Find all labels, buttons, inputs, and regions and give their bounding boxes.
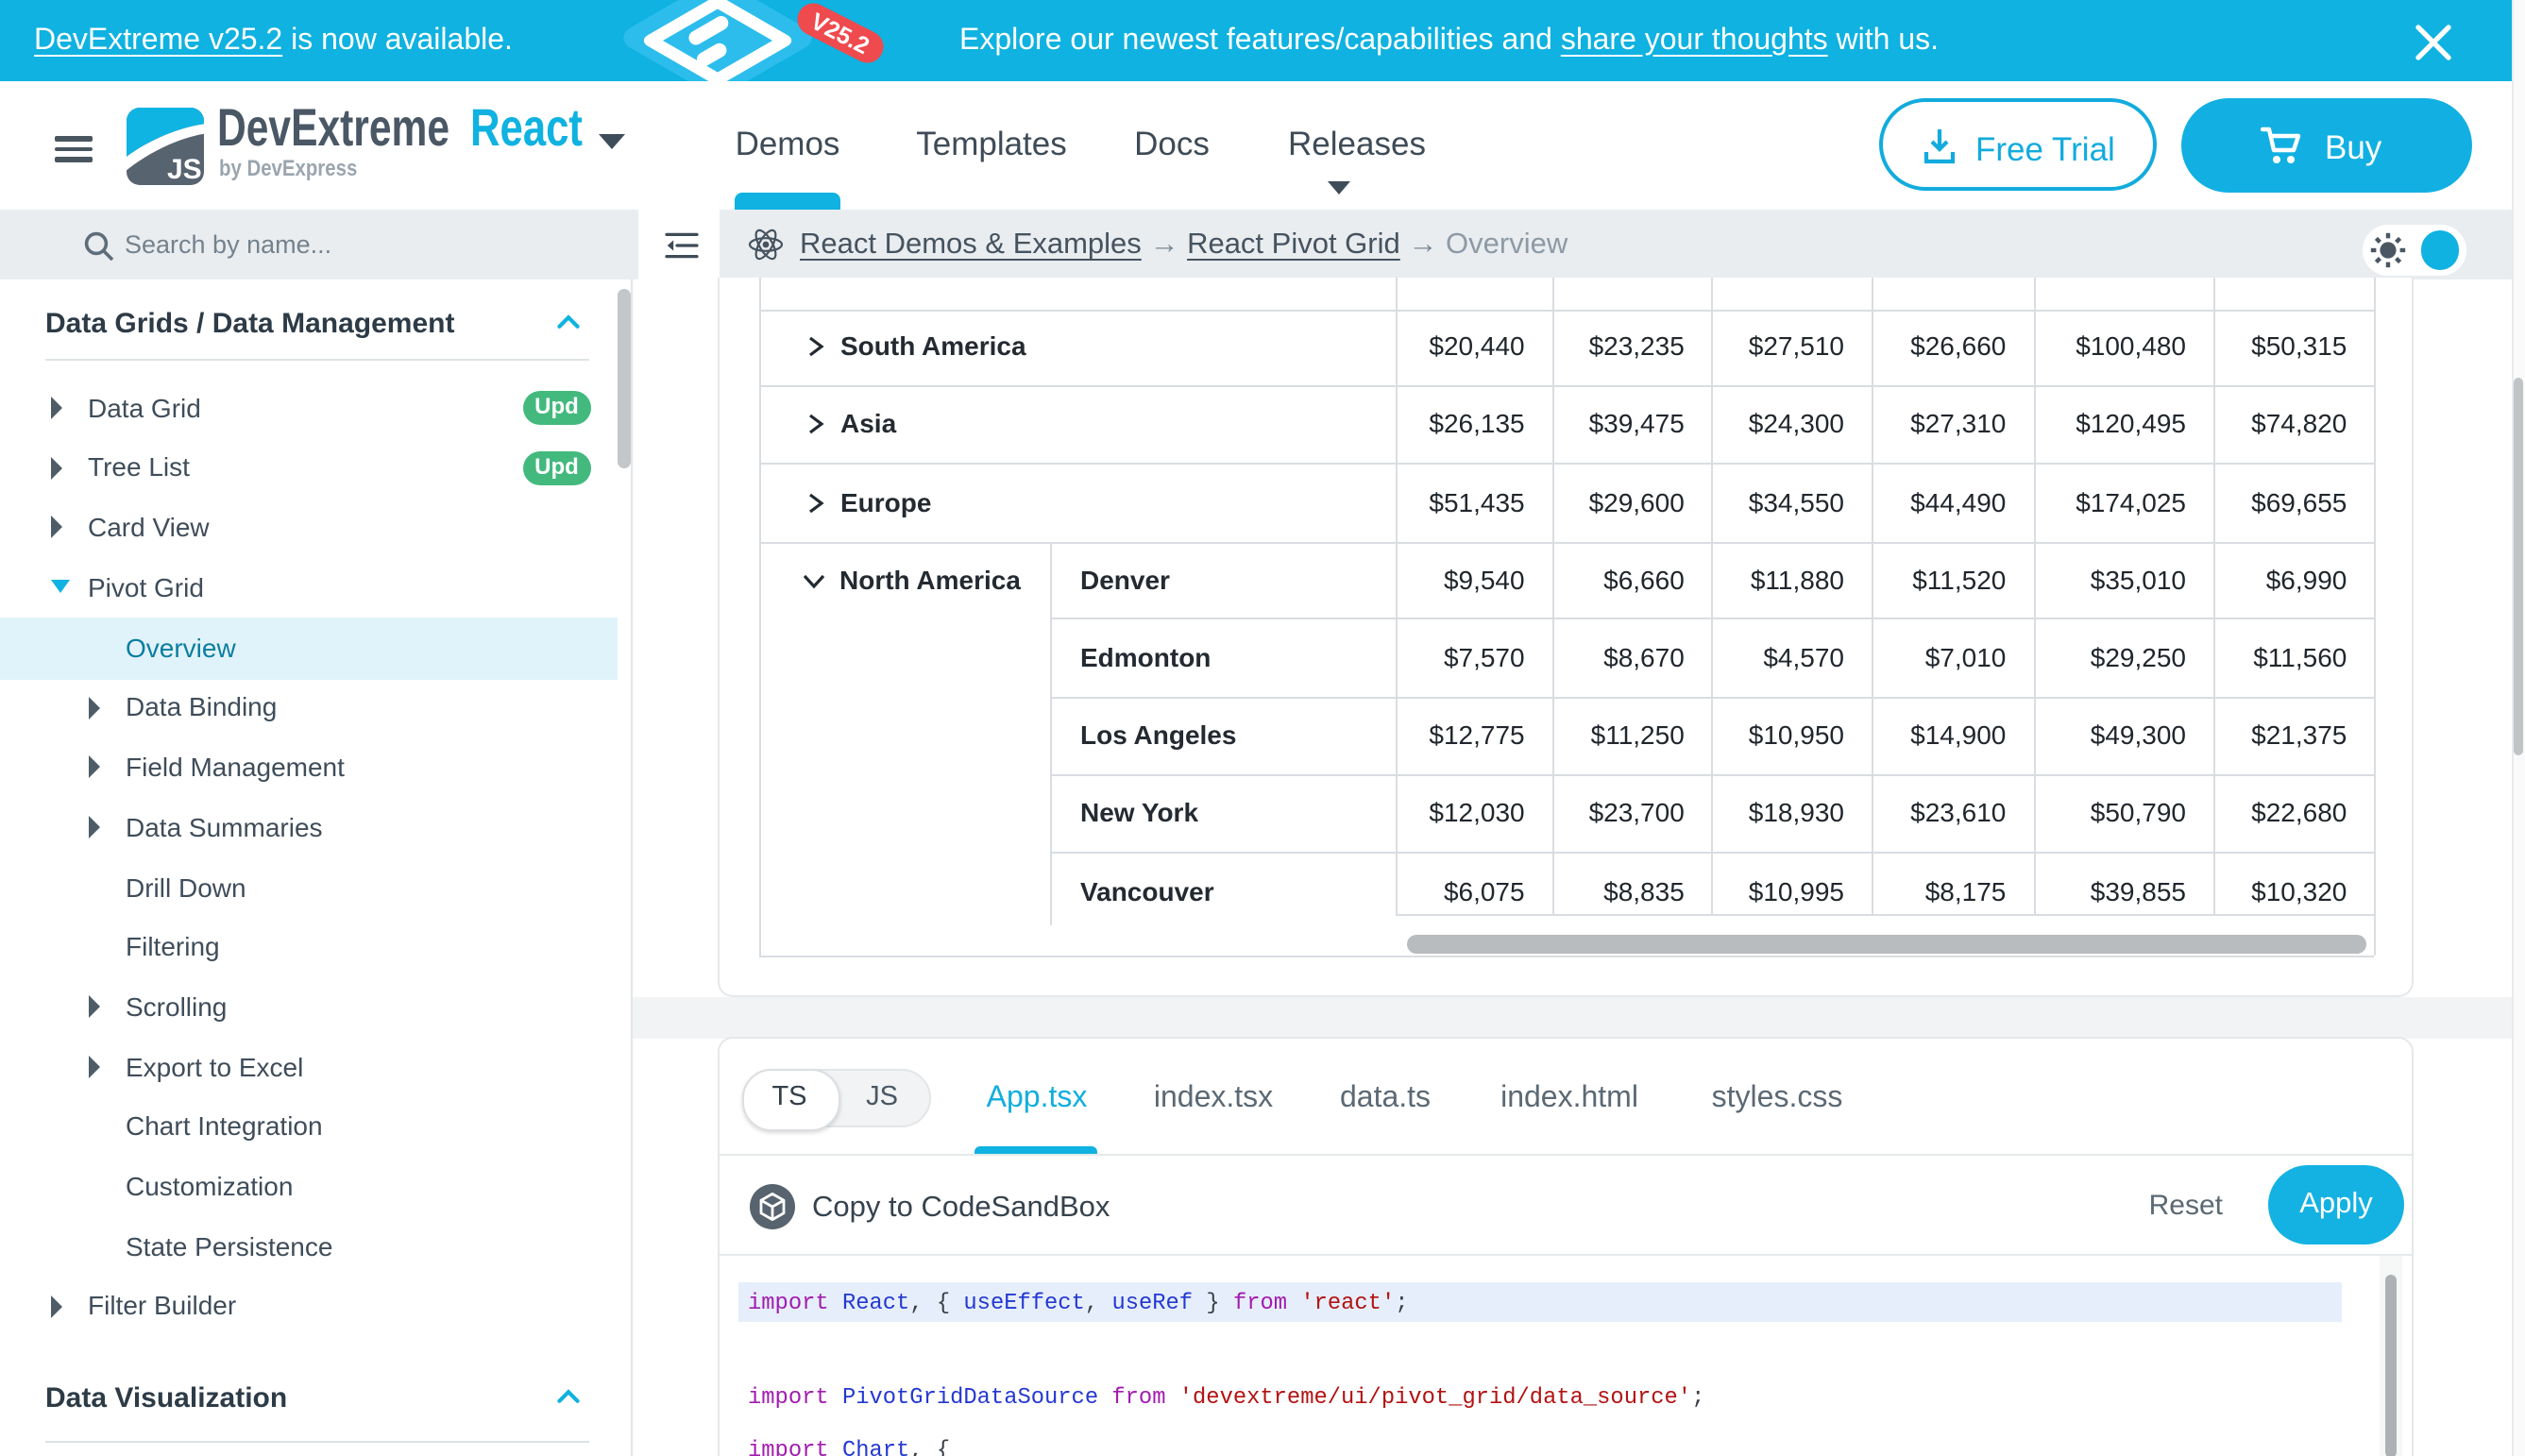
svg-text:JS: JS	[167, 154, 202, 185]
